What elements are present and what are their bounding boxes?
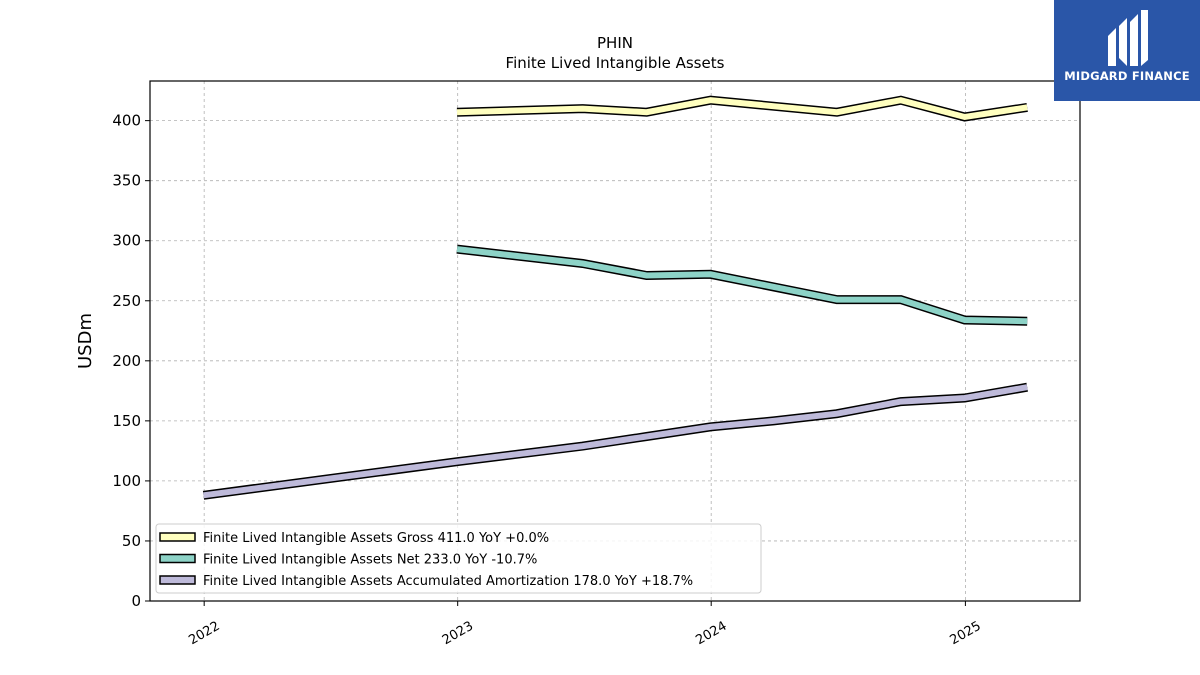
series-line (456, 97, 1028, 121)
y-axis-label: USDm (75, 313, 96, 369)
y-tick-label: 50 (122, 532, 141, 550)
legend-entry: Finite Lived Intangible Assets Accumulat… (203, 574, 693, 589)
x-tick-label: 2022 (186, 619, 222, 649)
brand-logo: MIDGARD FINANCE (1054, 0, 1200, 101)
y-tick-label: 200 (112, 352, 141, 370)
y-axis: 0 50 100 150 200 250 300 350 400 (112, 112, 150, 610)
legend-box (155, 523, 762, 594)
plot-frame (149, 80, 1081, 602)
legend-swatch (159, 553, 196, 564)
y-tick-label: 150 (112, 412, 141, 430)
legend-swatch (159, 575, 196, 585)
x-tick-label: 2024 (693, 619, 729, 649)
x-tick-label: 2023 (440, 619, 476, 649)
midgard-logo-icon (1108, 10, 1148, 66)
series-line (456, 246, 1028, 325)
legend-swatch (159, 532, 196, 542)
legend: Finite Lived Intangible Assets Gross 411… (155, 523, 762, 594)
x-tick-label: 2025 (948, 619, 984, 649)
series-line (203, 384, 1028, 499)
chart-title: PHIN (597, 34, 633, 52)
legend-entry: Finite Lived Intangible Assets Net 233.0… (203, 553, 537, 568)
y-tick-label: 300 (112, 232, 141, 250)
y-tick-label: 0 (131, 592, 141, 610)
y-tick-label: 400 (112, 112, 141, 130)
y-tick-label: 250 (112, 292, 141, 310)
y-tick-label: 350 (112, 172, 141, 190)
grid (150, 81, 1080, 601)
series-layer (202, 95, 1028, 500)
brand-logo-text: MIDGARD FINANCE (1064, 69, 1190, 83)
y-tick-label: 100 (112, 472, 141, 490)
chart-subtitle: Finite Lived Intangible Assets (506, 54, 725, 72)
x-axis: 2022 2023 2024 2025 (186, 601, 984, 649)
legend-entry: Finite Lived Intangible Assets Gross 411… (203, 531, 549, 546)
